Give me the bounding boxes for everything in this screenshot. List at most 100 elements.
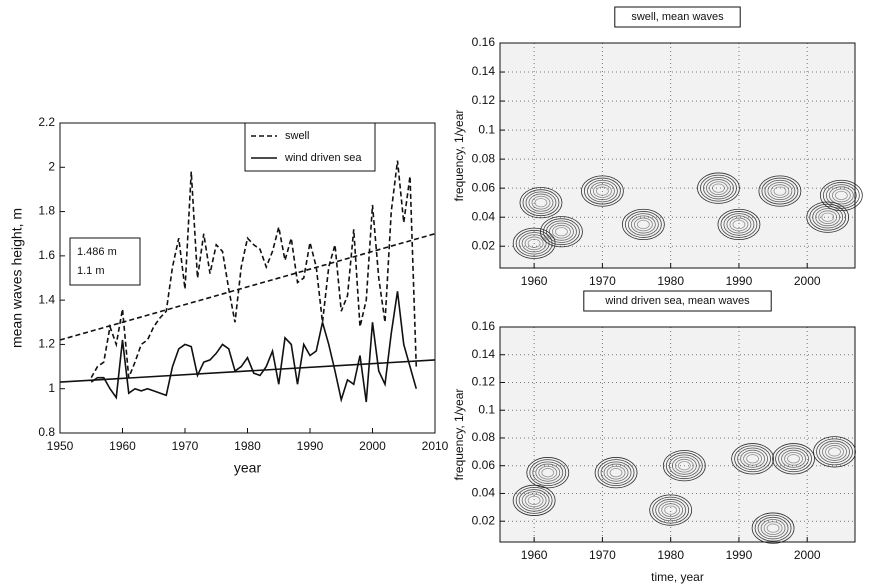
legend-box	[244, 122, 376, 172]
contour-ring	[521, 491, 547, 510]
title-box	[614, 6, 741, 28]
contour-ring	[700, 174, 737, 202]
legend-label: wind driven sea	[284, 152, 362, 164]
y-tick-label: 1.4	[38, 292, 55, 306]
annotation-box	[69, 237, 141, 286]
contour-ring	[596, 186, 609, 196]
contour-ring	[630, 215, 656, 234]
y-tick-label: 0.16	[472, 319, 496, 333]
y-tick-label: 0.08	[472, 151, 496, 165]
contour-ring	[819, 179, 863, 212]
contour-ring	[621, 208, 665, 241]
contour-ring	[661, 503, 681, 517]
contour-ring	[818, 210, 838, 224]
contour-ring	[815, 208, 841, 227]
contour-ring	[543, 218, 580, 246]
contour-ring	[521, 234, 547, 253]
contour-ring	[587, 179, 618, 203]
y-axis-label: mean waves height, m	[9, 208, 25, 348]
x-tick-label: 2010	[422, 439, 449, 453]
y-tick-label: 1.6	[38, 248, 55, 262]
contour-ring	[525, 191, 557, 214]
contour-ring	[717, 208, 761, 241]
contour-ring	[726, 215, 752, 234]
contour-ring	[809, 203, 847, 231]
x-tick-label: 1960	[109, 439, 136, 453]
annotation: 1.486 m	[77, 246, 117, 258]
legend-label: swell	[285, 130, 309, 142]
contour-ring	[512, 227, 556, 259]
contour-ring	[757, 516, 789, 540]
x-axis-label: year	[234, 460, 262, 476]
contour-ring	[821, 212, 835, 222]
x-tick-label: 1980	[234, 439, 261, 453]
contour-ring	[778, 447, 809, 470]
series-line	[90, 160, 418, 379]
contour-ring	[816, 438, 853, 466]
y-tick-label: 0.8	[38, 425, 55, 439]
y-tick-label: 0.14	[472, 347, 496, 361]
contour-ring	[697, 172, 740, 204]
x-axis-label: time, year	[651, 570, 704, 584]
contour-ring	[729, 217, 749, 232]
y-tick-label: 0.02	[472, 513, 496, 527]
contour-ring	[532, 461, 564, 484]
title-box	[583, 290, 772, 312]
y-tick-label: 0.1	[478, 122, 495, 136]
contour-ring	[770, 184, 790, 198]
contour-ring	[527, 238, 541, 248]
contour-ring	[549, 222, 574, 241]
contour-ring	[609, 468, 623, 478]
x-tick-label: 1980	[657, 274, 684, 288]
contour-ring	[526, 457, 570, 489]
contour-ring	[624, 211, 662, 238]
contour-ring	[825, 445, 844, 459]
x-tick-label: 1970	[172, 439, 199, 453]
contour-ring	[652, 496, 690, 524]
x-tick-label: 1980	[657, 548, 684, 562]
contour-ring	[819, 440, 850, 464]
contour-ring	[773, 186, 787, 196]
annotation: 1.1 m	[77, 265, 105, 277]
contour-ring	[767, 182, 793, 201]
contour-ring	[597, 459, 635, 487]
contour-ring	[761, 177, 799, 205]
contour-ring	[732, 219, 746, 230]
contour-ring	[743, 451, 762, 466]
y-tick-label: 0.12	[472, 93, 496, 107]
y-tick-label: 1	[48, 381, 55, 395]
contour-ring	[546, 220, 577, 243]
contour-ring	[813, 436, 856, 468]
contour-ring	[518, 489, 550, 512]
contour-ring	[655, 498, 687, 522]
x-tick-label: 1970	[589, 548, 616, 562]
contour-ring	[662, 450, 706, 482]
contour-ring	[584, 177, 621, 205]
chart-title: wind driven sea, mean waves	[604, 295, 750, 307]
contour-ring	[737, 447, 768, 470]
x-tick-label: 1960	[521, 548, 548, 562]
y-tick-label: 0.14	[472, 64, 496, 78]
plot-frame	[499, 326, 856, 543]
x-tick-label: 1990	[297, 439, 324, 453]
x-tick-label: 1990	[726, 548, 753, 562]
contour-ring	[754, 514, 792, 542]
contour-ring	[552, 224, 571, 239]
contour-ring	[627, 213, 659, 236]
x-tick-label: 1950	[47, 439, 74, 453]
contour-ring	[529, 459, 567, 487]
contour-ring	[766, 523, 780, 533]
chart-title: swell, mean waves	[631, 11, 724, 23]
plot-bg	[500, 43, 855, 268]
contour-ring	[760, 519, 786, 538]
contour-ring	[784, 451, 803, 466]
contour-ring	[706, 179, 731, 198]
contour-ring	[538, 465, 558, 480]
contour-ring	[772, 443, 815, 475]
contour-ring	[822, 442, 847, 461]
contour-ring	[593, 184, 612, 198]
x-tick-label: 1960	[521, 274, 548, 288]
contour-ring	[555, 227, 568, 237]
contour-ring	[658, 501, 684, 520]
